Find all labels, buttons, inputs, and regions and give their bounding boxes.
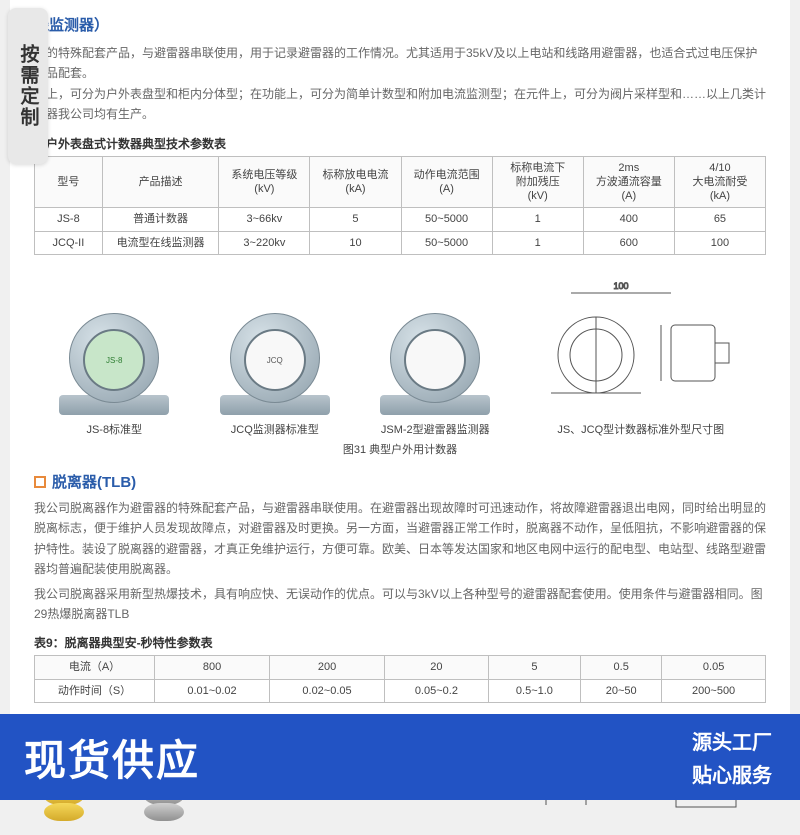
custom-badge: 按需定制 (8, 8, 48, 164)
product-label: JCQ监测器标准型 (231, 421, 319, 437)
table-row: JCQ-II电流型在线监测器3~220kv1050~50001600100 (35, 231, 766, 254)
section-heading-tlb: 脱离器(TLB) (34, 471, 766, 492)
diagram-label: JS、JCQ型计数器标准外型尺寸图 (557, 421, 724, 437)
table-cell: 600 (583, 231, 674, 254)
product-item: JS-8 JS-8标准型 (59, 295, 169, 437)
table-cell: JS-8 (35, 208, 103, 231)
tlb-spec-table: 电流（A）8002002050.50.05动作时间（S）0.01~0.020.0… (34, 655, 766, 703)
orange-square-icon (34, 476, 46, 488)
table-cell: 65 (674, 208, 765, 231)
product-item: JSM-2型避雷器监测器 (380, 295, 490, 437)
table-header-cell: 200 (270, 656, 385, 679)
product-item: JCQ JCQ监测器标准型 (220, 295, 330, 437)
table-cell: 0.01~0.02 (155, 679, 270, 702)
table-cell: 200~500 (662, 679, 766, 702)
svg-text:100: 100 (613, 281, 628, 291)
counter-illustration: JS-8 (59, 295, 169, 415)
badge-text: 按需定制 (15, 44, 42, 128)
table-cell: 0.02~0.05 (270, 679, 385, 702)
table-header-cell: 标称电流下附加残压(kV) (492, 156, 583, 208)
table-header-cell: 系统电压等级(kV) (219, 156, 310, 208)
table-header-cell: 型号 (35, 156, 103, 208)
counter-dimension-diagram: 100 (541, 275, 741, 415)
table-header-cell: 产品描述 (102, 156, 219, 208)
counter-illustration: JCQ (220, 295, 330, 415)
table-cell: 3~220kv (219, 231, 310, 254)
table-header-cell: 电流（A） (35, 656, 155, 679)
table-header-cell: 标称放电电流(kA) (310, 156, 401, 208)
product-label: JSM-2型避雷器监测器 (381, 421, 490, 437)
table-header-cell: 2ms方波通流容量(A) (583, 156, 674, 208)
table-header-cell: 动作电流范围(A) (401, 156, 492, 208)
document-page: 线监测器） 器的特殊配套产品，与避雷器串联使用，用于记录避雷器的工作情况。尤其适… (10, 0, 790, 800)
dimension-diagram-item: 100 JS、JCQ型计数器标准外型尺寸图 (541, 275, 741, 437)
figure31-caption: 图31 典型户外用计数器 (34, 441, 766, 457)
footer-banner: 现货供应 源头工厂 贴心服务 (0, 714, 800, 800)
table-cell: 50~5000 (401, 231, 492, 254)
tlb-description: 我公司脱离器作为避雷器的特殊配套产品，与避雷器串联使用。在避雷器出现故障时可迅速… (34, 498, 766, 624)
table1-caption: 用户外表盘式计数器典型技术参数表 (34, 135, 766, 152)
counter-illustration (380, 295, 490, 415)
table-row: JS-8普通计数器3~66kv550~5000140065 (35, 208, 766, 231)
table-header-cell: 0.5 (581, 656, 662, 679)
table-header-cell: 0.05 (662, 656, 766, 679)
product-image-row: JS-8 JS-8标准型 JCQ JCQ监测器标准型 JSM-2型避雷器监测器 100 … (34, 267, 766, 437)
counter-spec-table: 型号产品描述系统电压等级(kV)标称放电电流(kA)动作电流范围(A)标称电流下… (34, 156, 766, 255)
table-cell: 1 (492, 208, 583, 231)
table-cell: 3~66kv (219, 208, 310, 231)
counter-description: 器的特殊配套产品，与避雷器串联使用，用于记录避雷器的工作情况。尤其适用于35kV… (34, 43, 766, 125)
table2-caption: 表9：脱离器典型安-秒特性参数表 (34, 634, 766, 651)
table-cell: 0.05~0.2 (385, 679, 489, 702)
table-cell: 普通计数器 (102, 208, 219, 231)
table-header-cell: 5 (488, 656, 580, 679)
footer-right-line2: 贴心服务 (692, 759, 772, 788)
table-cell: 20~50 (581, 679, 662, 702)
footer-right-line1: 源头工厂 (692, 726, 772, 755)
section-heading-monitor: 线监测器） (34, 14, 766, 35)
table-cell: 1 (492, 231, 583, 254)
table-cell: 100 (674, 231, 765, 254)
table-cell: 动作时间（S） (35, 679, 155, 702)
footer-main-text: 现货供应 (0, 727, 200, 788)
table-cell: 50~5000 (401, 208, 492, 231)
product-label: JS-8标准型 (86, 421, 142, 437)
table-row: 动作时间（S）0.01~0.020.02~0.050.05~0.20.5~1.0… (35, 679, 766, 702)
table-cell: 5 (310, 208, 401, 231)
tlb-title-text: 脱离器(TLB) (52, 474, 136, 491)
table-cell: JCQ-II (35, 231, 103, 254)
table-cell: 10 (310, 231, 401, 254)
table-cell: 电流型在线监测器 (102, 231, 219, 254)
table-cell: 400 (583, 208, 674, 231)
table-header-cell: 20 (385, 656, 489, 679)
footer-right-block: 源头工厂 贴心服务 (692, 726, 800, 788)
table-header-cell: 800 (155, 656, 270, 679)
table-cell: 0.5~1.0 (488, 679, 580, 702)
table-header-cell: 4/10大电流耐受(kA) (674, 156, 765, 208)
